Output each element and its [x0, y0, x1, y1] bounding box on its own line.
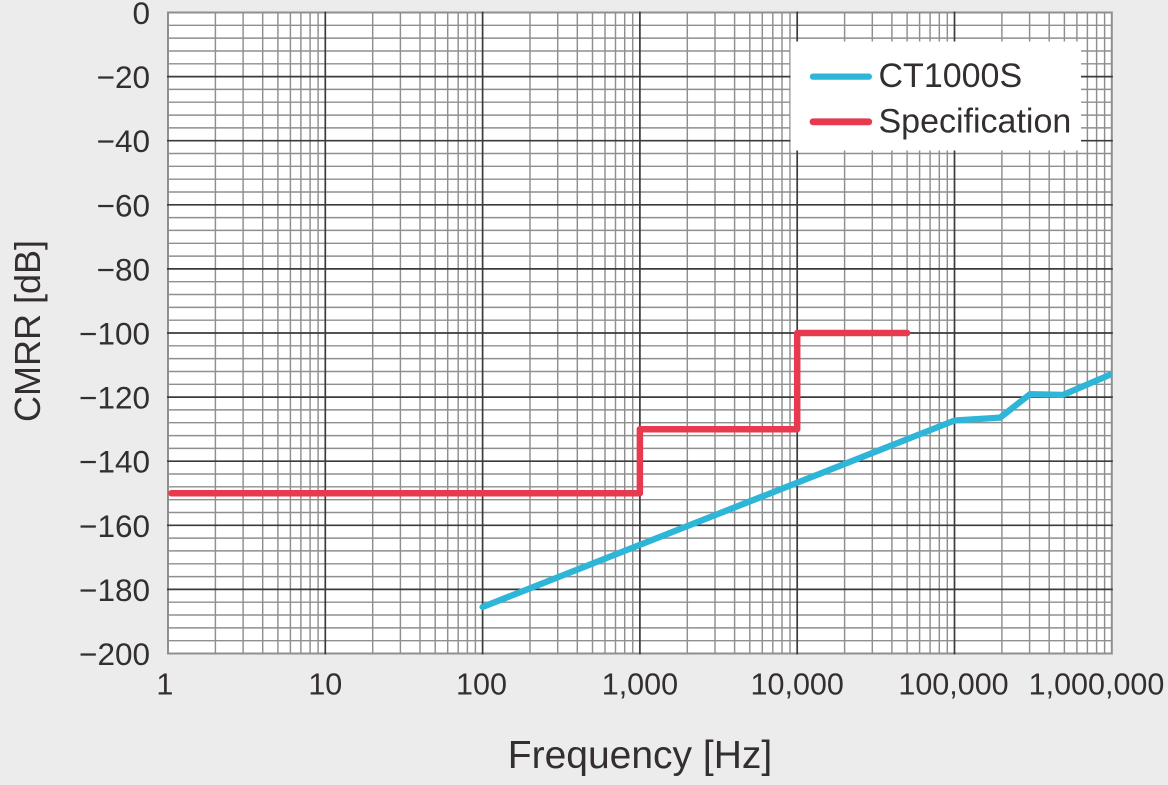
- svg-text:0: 0: [132, 0, 150, 31]
- svg-text:−200: −200: [79, 636, 150, 672]
- svg-text:−40: −40: [97, 123, 150, 159]
- svg-text:−160: −160: [79, 508, 150, 544]
- svg-text:1,000: 1,000: [602, 668, 678, 702]
- svg-text:Frequency [Hz]: Frequency [Hz]: [508, 734, 772, 777]
- svg-text:10: 10: [308, 668, 342, 702]
- svg-text:100,000: 100,000: [898, 668, 1008, 702]
- svg-text:−180: −180: [79, 572, 150, 608]
- svg-text:10,000: 10,000: [751, 668, 844, 702]
- svg-text:Specification: Specification: [879, 103, 1072, 141]
- svg-text:−80: −80: [97, 251, 150, 287]
- svg-text:1: 1: [156, 668, 173, 702]
- svg-text:1,000,000: 1,000,000: [1029, 668, 1165, 702]
- svg-text:CT1000S: CT1000S: [879, 57, 1023, 95]
- svg-text:−140: −140: [79, 444, 150, 480]
- svg-text:−20: −20: [97, 59, 150, 95]
- svg-text:−120: −120: [79, 380, 150, 416]
- svg-text:CMRR [dB]: CMRR [dB]: [7, 240, 48, 422]
- svg-text:−60: −60: [97, 187, 150, 223]
- svg-text:100: 100: [456, 668, 507, 702]
- svg-text:−100: −100: [79, 316, 150, 352]
